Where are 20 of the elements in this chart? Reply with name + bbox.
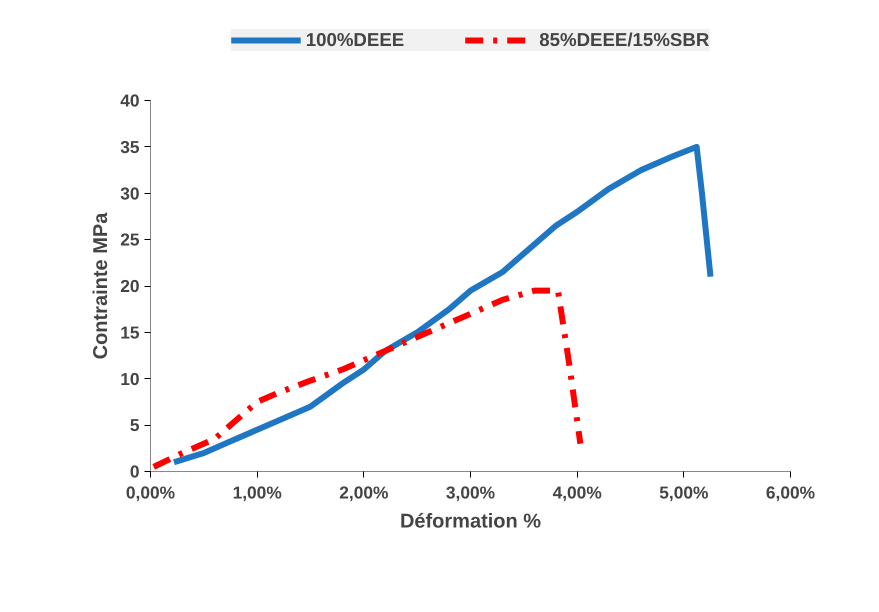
y-tick-label: 40: [120, 90, 140, 110]
x-axis-title: Déformation %: [400, 510, 542, 532]
x-tick-label: 0,00%: [126, 482, 176, 502]
x-tick-label: 6,00%: [766, 482, 816, 502]
x-tick-label: 4,00%: [552, 482, 602, 502]
x-tick-label: 1,00%: [232, 482, 282, 502]
y-tick-label: 25: [120, 230, 140, 250]
y-tick-label: 15: [120, 322, 140, 342]
y-axis-title: Contrainte MPa: [90, 212, 112, 360]
y-tick-label: 5: [130, 415, 140, 436]
x-tick-label: 3,00%: [446, 482, 496, 502]
legend-label: 100%DEEE: [306, 29, 404, 51]
y-tick-label: 0: [130, 462, 140, 482]
x-tick-label: 2,00%: [339, 482, 388, 502]
y-tick-label: 10: [120, 368, 140, 389]
legend-label: 85%DEEE/15%SBR: [539, 29, 710, 51]
y-tick-label: 30: [120, 183, 140, 204]
y-tick-label: 35: [120, 136, 140, 157]
x-tick-label: 5,00%: [659, 482, 708, 502]
y-tick-label: 20: [120, 276, 140, 296]
